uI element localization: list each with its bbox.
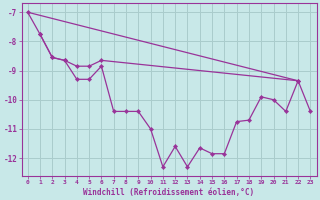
X-axis label: Windchill (Refroidissement éolien,°C): Windchill (Refroidissement éolien,°C) xyxy=(84,188,255,197)
